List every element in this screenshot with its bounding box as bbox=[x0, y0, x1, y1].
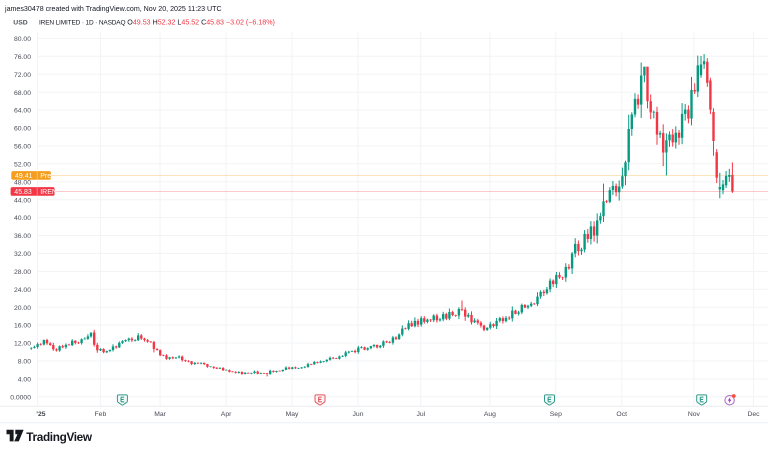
svg-text:Apr: Apr bbox=[221, 411, 232, 418]
svg-text:76.00: 76.00 bbox=[14, 54, 31, 61]
svg-text:60.00: 60.00 bbox=[14, 126, 31, 133]
svg-text:0.0000: 0.0000 bbox=[10, 394, 31, 401]
svg-text:Sep: Sep bbox=[550, 411, 562, 418]
svg-text:Mar: Mar bbox=[154, 411, 166, 418]
svg-text:56.00: 56.00 bbox=[14, 144, 31, 151]
svg-text:72.00: 72.00 bbox=[14, 72, 31, 79]
svg-text:49.41: 49.41 bbox=[15, 173, 33, 180]
svg-text:IREN LIMITED · 1D · NASDAQ: IREN LIMITED · 1D · NASDAQ bbox=[39, 20, 125, 27]
svg-text:Dec: Dec bbox=[747, 411, 760, 418]
svg-text:45.83: 45.83 bbox=[14, 189, 32, 196]
svg-text:80.00: 80.00 bbox=[14, 36, 31, 43]
svg-text:TradingView: TradingView bbox=[26, 430, 93, 444]
svg-text:USD: USD bbox=[13, 20, 27, 27]
svg-text:Pre: Pre bbox=[40, 173, 51, 180]
svg-text:Jun: Jun bbox=[353, 411, 364, 418]
svg-text:Jul: Jul bbox=[416, 411, 425, 418]
svg-text:40.00: 40.00 bbox=[14, 215, 31, 222]
svg-text:48.00: 48.00 bbox=[14, 179, 31, 186]
svg-text:52.00: 52.00 bbox=[14, 161, 31, 168]
svg-text:O49.53 H52.32 L45.52 C45.83 −3: O49.53 H52.32 L45.52 C45.83 −3.02 (−6.18… bbox=[127, 19, 275, 27]
svg-text:68.00: 68.00 bbox=[14, 90, 31, 97]
svg-text:’25: ’25 bbox=[36, 411, 46, 418]
svg-text:May: May bbox=[286, 411, 299, 418]
svg-text:Oct: Oct bbox=[616, 411, 627, 418]
svg-text:12.00: 12.00 bbox=[14, 341, 31, 348]
svg-text:64.00: 64.00 bbox=[14, 108, 31, 115]
svg-text:Feb: Feb bbox=[95, 411, 107, 418]
svg-text:24.00: 24.00 bbox=[14, 287, 31, 294]
svg-text:20.00: 20.00 bbox=[14, 305, 31, 312]
svg-text:8.00: 8.00 bbox=[18, 359, 31, 366]
svg-text:44.00: 44.00 bbox=[14, 197, 31, 204]
svg-text:Aug: Aug bbox=[484, 411, 496, 418]
svg-text:james30478 created with Tradin: james30478 created with TradingView.com,… bbox=[4, 5, 222, 13]
svg-text:28.00: 28.00 bbox=[14, 269, 31, 276]
svg-text:16.00: 16.00 bbox=[14, 323, 31, 330]
svg-text:Nov: Nov bbox=[688, 411, 701, 418]
svg-text:IREN: IREN bbox=[40, 189, 57, 196]
svg-text:36.00: 36.00 bbox=[14, 233, 31, 240]
svg-text:4.00: 4.00 bbox=[18, 377, 31, 384]
svg-text:32.00: 32.00 bbox=[14, 251, 31, 258]
